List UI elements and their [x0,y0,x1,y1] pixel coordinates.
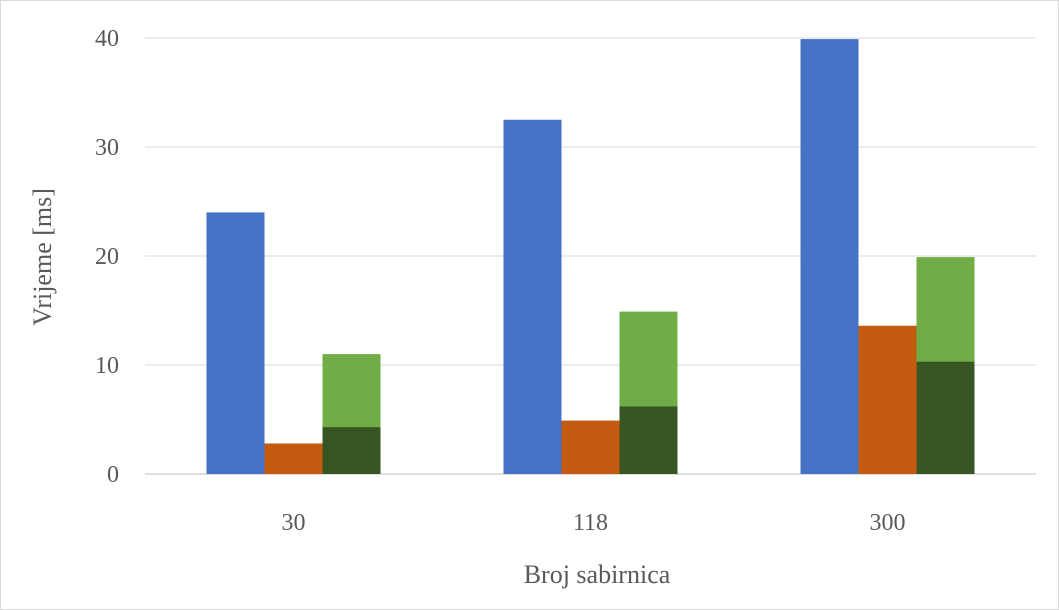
y-tick-labels: 0 10 20 30 40 [95,26,119,488]
y-tick-label: 40 [95,26,119,52]
x-tick-labels: 30 118 300 [282,510,906,536]
bar-series-2 [264,443,323,474]
bar-series-3-base [322,427,381,474]
y-tick-label: 10 [95,353,119,379]
bars [206,39,975,475]
x-tick-label: 30 [282,510,306,536]
bar-series-3-base [619,406,678,474]
bar-series-3-base [916,361,975,474]
x-axis-title: Broj sabirnica [524,560,671,589]
bar-series-1 [800,39,859,475]
bar-series-2 [858,325,917,474]
bar-series-2 [561,420,620,474]
y-axis-title: Vrijeme [ms] [28,188,57,326]
bar-series-1 [503,119,562,474]
y-tick-label: 30 [95,135,119,161]
x-tick-label: 118 [573,510,608,536]
y-tick-label: 20 [95,244,119,270]
y-tick-label: 0 [107,462,119,488]
x-tick-label: 300 [870,510,906,536]
bar-series-1 [206,212,265,474]
